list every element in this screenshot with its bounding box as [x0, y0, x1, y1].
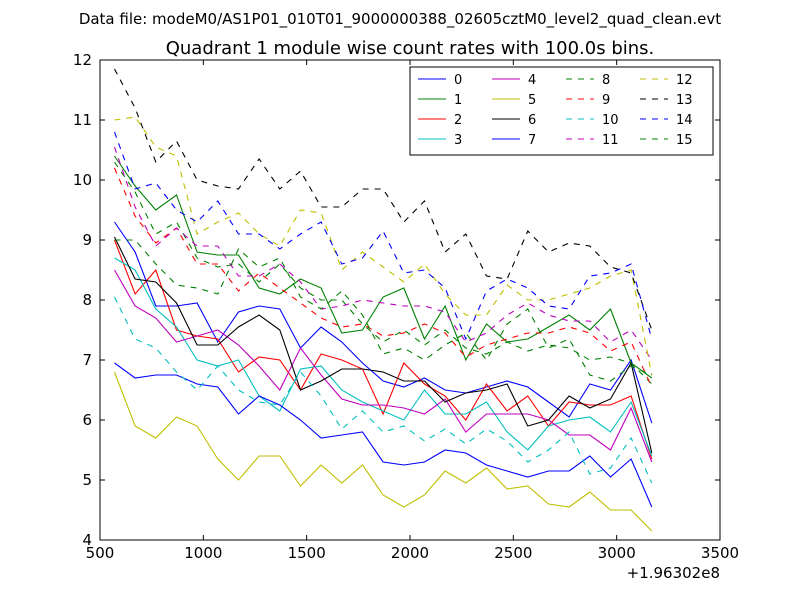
x-tick-label: 2500: [494, 544, 532, 562]
y-tick-label: 4: [82, 531, 92, 549]
legend-label-11: 11: [602, 133, 619, 148]
series-line-3: [114, 257, 653, 457]
legend-label-12: 12: [676, 73, 693, 88]
legend-label-0: 0: [454, 73, 462, 88]
series-line-10: [114, 296, 653, 484]
data-file-label: Data file: modeM0/AS1P01_010T01_90000003…: [79, 10, 721, 29]
series-line-15: [114, 239, 653, 382]
y-tick-label: 7: [82, 351, 92, 369]
legend-label-4: 4: [528, 73, 536, 88]
y-tick-label: 12: [73, 51, 92, 69]
y-tick-label: 11: [73, 111, 92, 129]
legend-label-7: 7: [528, 133, 536, 148]
legend-label-13: 13: [676, 93, 693, 108]
series-line-13: [114, 68, 653, 331]
legend-label-6: 6: [528, 113, 536, 128]
series-line-2: [113, 239, 653, 460]
series-line-7: [114, 362, 653, 508]
series-line-0: [114, 221, 653, 424]
legend-label-8: 8: [602, 73, 610, 88]
y-tick-label: 5: [82, 471, 92, 489]
series-line-9: [113, 167, 653, 388]
x-tick-label: 1000: [184, 544, 222, 562]
y-tick-label: 6: [82, 411, 92, 429]
y-tick-label: 8: [82, 291, 92, 309]
series-layer: [113, 68, 653, 532]
series-line-14: [113, 131, 653, 341]
legend-label-3: 3: [454, 133, 462, 148]
x-tick-label: 3500: [701, 544, 739, 562]
series-line-8: [114, 161, 653, 385]
series-line-12: [114, 116, 653, 376]
legend-label-9: 9: [602, 93, 610, 108]
legend-label-14: 14: [676, 113, 693, 128]
series-line-5: [113, 371, 653, 532]
legend-label-15: 15: [676, 133, 693, 148]
series-line-6: [114, 236, 653, 454]
chart-title: Quadrant 1 module wise count rates with …: [166, 38, 655, 59]
x-tick-label: 1500: [288, 544, 326, 562]
x-tick-label: 2000: [391, 544, 429, 562]
series-line-4: [114, 269, 653, 463]
y-tick-label: 9: [82, 231, 92, 249]
legend-label-5: 5: [528, 93, 536, 108]
legend-label-2: 2: [454, 113, 462, 128]
series-line-11: [113, 146, 653, 361]
legend-box: [409, 66, 714, 156]
legend-label-1: 1: [454, 93, 462, 108]
y-tick-label: 10: [73, 171, 92, 189]
legend-label-10: 10: [602, 113, 619, 128]
x-tick-label: 500: [86, 544, 115, 562]
x-tick-label: 3000: [598, 544, 636, 562]
x-offset-label: +1.96302e8: [627, 564, 720, 582]
